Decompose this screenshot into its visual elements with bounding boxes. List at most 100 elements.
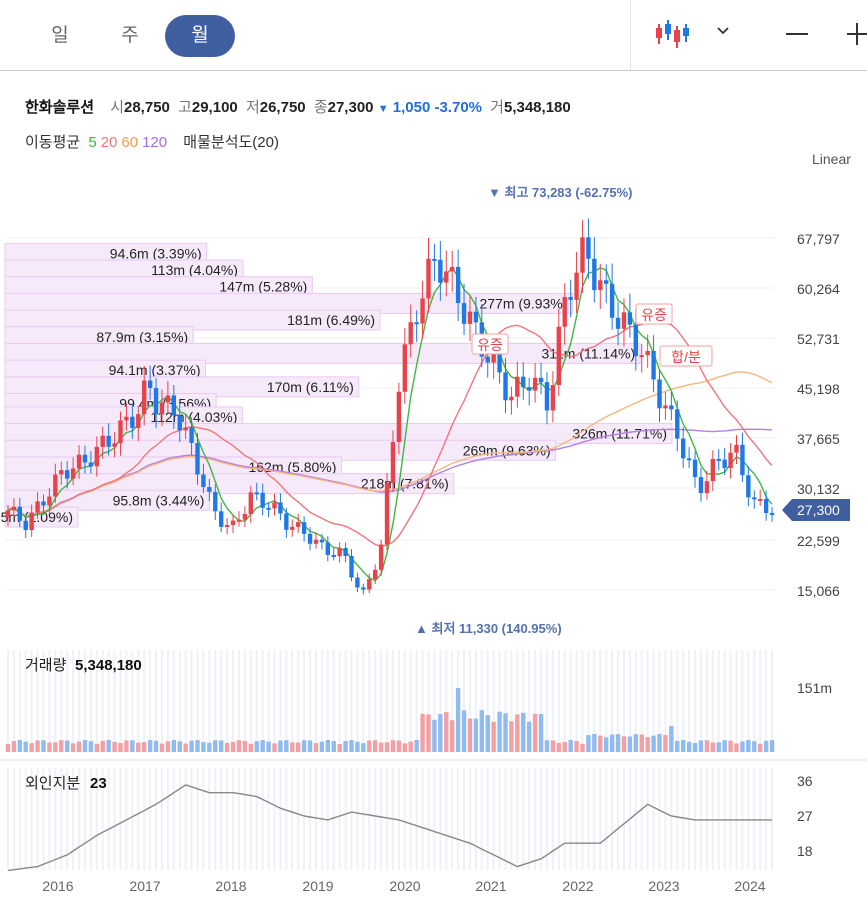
- x-axis-label: 2018: [215, 878, 246, 894]
- volume-bar: [213, 740, 218, 752]
- ma60-line: [7, 371, 773, 517]
- volume-bar: [147, 740, 153, 752]
- volume-bar: [704, 740, 710, 752]
- minus-icon[interactable]: [785, 24, 809, 44]
- volume-bar: [426, 714, 431, 752]
- volume-label: 거: [490, 99, 504, 116]
- volume-bar: [307, 740, 313, 752]
- volume-profile-label: 95.8m (3.44%): [113, 492, 205, 508]
- volume-bar: [396, 740, 402, 752]
- ma5-label[interactable]: 5: [88, 134, 97, 151]
- candle-body: [615, 317, 621, 329]
- volume-profile-label: 113m (4.04%): [151, 262, 238, 278]
- candle-body: [627, 312, 633, 325]
- scale-mode-dropdown[interactable]: Linear: [812, 151, 851, 167]
- volume-bar: [740, 741, 745, 752]
- event-label: 합/분: [671, 349, 701, 365]
- candle-body: [100, 435, 105, 447]
- candle-body: [367, 579, 372, 590]
- volume-bar: [88, 741, 94, 752]
- foreign-panel-label: 외인지분: [25, 775, 80, 792]
- candle-body: [716, 458, 721, 461]
- candle-body: [82, 454, 88, 463]
- volume-bar: [408, 741, 413, 752]
- volume-bar: [301, 740, 307, 752]
- candle-body: [657, 379, 662, 409]
- foreign-panel-value: 23: [90, 775, 107, 792]
- volume-bar: [189, 740, 194, 752]
- volume-bar: [574, 740, 579, 752]
- volume-bar: [343, 741, 348, 752]
- volume-profile-label: 311m (11.14%): [541, 345, 635, 361]
- candlestick-icon[interactable]: [655, 18, 691, 50]
- volume-bar: [402, 743, 408, 752]
- candle-body: [704, 481, 710, 494]
- candle-body: [248, 492, 254, 514]
- volume-bar: [586, 735, 591, 752]
- volume-bar: [59, 740, 64, 752]
- volume-bar: [378, 742, 384, 752]
- chevron-down-icon[interactable]: [716, 26, 730, 36]
- volume-bar: [124, 740, 129, 752]
- volume-bar: [64, 740, 70, 752]
- candle-body: [692, 459, 698, 478]
- candle-body: [136, 414, 141, 428]
- event-label: 유증: [641, 307, 667, 323]
- volume-bar: [722, 740, 727, 752]
- candle-body: [734, 444, 739, 453]
- candle-body: [59, 470, 64, 475]
- tab-daily[interactable]: 일: [51, 25, 69, 46]
- volume-bar: [355, 741, 360, 752]
- candle-body: [17, 506, 23, 521]
- volume-bar: [645, 737, 650, 752]
- ma20-label[interactable]: 20: [100, 134, 118, 151]
- plus-icon[interactable]: [846, 22, 867, 46]
- volume-bar: [532, 713, 538, 752]
- volume-bar: [479, 710, 485, 752]
- price-axis-label: 52,731: [797, 331, 840, 347]
- volume-bar: [657, 734, 662, 752]
- volume-profile-label[interactable]: 매물분석도(20): [183, 134, 279, 151]
- candle-body: [124, 416, 129, 421]
- close-value: 27,300: [327, 99, 374, 116]
- volume-bar: [550, 740, 556, 752]
- ma120-label[interactable]: 120: [142, 134, 168, 151]
- candle-body: [29, 512, 34, 531]
- volume-bar: [627, 736, 633, 752]
- price-axis-label: 30,132: [797, 481, 840, 497]
- volume-axis-label: 151m: [797, 680, 832, 696]
- candle-body: [76, 454, 82, 469]
- price-axis-label: 67,797: [797, 231, 840, 247]
- volume-bar: [112, 741, 117, 752]
- volume-bar: [438, 713, 443, 752]
- candle-body: [295, 522, 301, 527]
- candle-body: [11, 506, 17, 511]
- volume-bar: [615, 734, 621, 752]
- tab-monthly[interactable]: 월: [165, 15, 235, 57]
- candle-body: [752, 497, 757, 500]
- change-percent: -3.70%: [434, 99, 482, 116]
- volume-bar: [266, 741, 271, 752]
- candle-body: [189, 427, 194, 444]
- period-tabs: 일 주 월: [0, 0, 867, 71]
- volume-bar: [497, 711, 502, 752]
- candle-body: [586, 237, 591, 259]
- volume-bar: [295, 742, 301, 752]
- candle-body: [230, 520, 236, 526]
- candle-body: [41, 501, 46, 506]
- tab-weekly[interactable]: 주: [121, 25, 139, 46]
- candle-body: [663, 405, 668, 409]
- candle-body: [396, 391, 402, 442]
- candle-body: [669, 405, 674, 410]
- volume-bar: [290, 742, 295, 752]
- candle-body: [254, 492, 259, 495]
- candle-body: [260, 492, 265, 508]
- volume-bar: [680, 740, 686, 752]
- close-label: 종: [313, 99, 328, 116]
- candle-body: [224, 525, 230, 528]
- volume-bar: [716, 742, 721, 752]
- volume-bar: [224, 742, 230, 752]
- volume-bar: [201, 742, 206, 752]
- ma60-label[interactable]: 60: [121, 134, 139, 151]
- volume-bar: [195, 740, 200, 752]
